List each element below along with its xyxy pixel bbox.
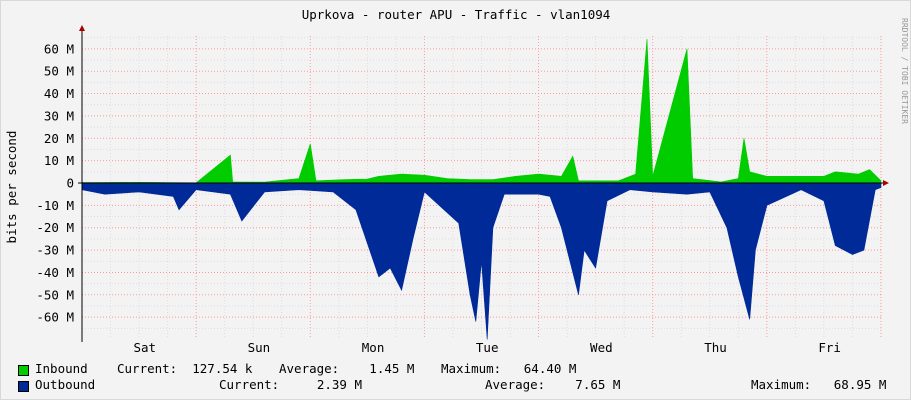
legend-outbound-average: Average: 7.65 M bbox=[485, 377, 621, 392]
chart-title: Uprkova - router APU - Traffic - vlan109… bbox=[302, 7, 611, 22]
legend-inbound-average: Average: 1.45 M bbox=[279, 361, 415, 376]
legend-outbound-label: Outbound bbox=[35, 377, 96, 392]
x-tick-label: Wed bbox=[590, 340, 613, 355]
series-area-outbound bbox=[81, 182, 882, 340]
x-tick-label: Mon bbox=[362, 340, 385, 355]
y-tick-label: -20 M bbox=[36, 220, 74, 235]
y-tick-label: 20 M bbox=[44, 131, 74, 146]
y-tick-label: -40 M bbox=[36, 265, 74, 280]
y-axis-label: bits per second bbox=[4, 131, 19, 244]
y-tick-label: -30 M bbox=[36, 243, 74, 258]
y-tick-label: 0 bbox=[66, 176, 74, 191]
outbound-swatch bbox=[18, 381, 29, 392]
x-axis-arrow bbox=[883, 180, 889, 186]
legend-outbound-maximum: Maximum: 68.95 M bbox=[751, 377, 887, 392]
x-tick-labels: Sat Sun Mon Tue Wed Thu Fri bbox=[133, 340, 840, 355]
y-tick-label: 50 M bbox=[44, 64, 74, 79]
x-tick-label: Thu bbox=[704, 340, 727, 355]
axes bbox=[78, 25, 889, 342]
x-tick-label: Fri bbox=[818, 340, 841, 355]
y-tick-label: 40 M bbox=[44, 86, 74, 101]
y-tick-labels: 60 M 50 M 40 M 30 M 20 M 10 M 0 -10 M -20 M -30 M… bbox=[36, 41, 74, 324]
x-tick-label: Tue bbox=[476, 340, 499, 355]
x-tick-label: Sun bbox=[248, 340, 271, 355]
y-axis-arrow bbox=[79, 25, 85, 31]
legend-inbound-current: Current: 127.54 k bbox=[117, 361, 253, 376]
legend-outbound-current: Current: 2.39 M bbox=[219, 377, 362, 392]
series-areas bbox=[81, 38, 882, 340]
legend-inbound-label: Inbound bbox=[35, 361, 88, 376]
legend-inbound-maximum: Maximum: 64.40 M bbox=[441, 361, 577, 376]
inbound-swatch bbox=[18, 365, 29, 376]
y-tick-label: 60 M bbox=[44, 41, 74, 56]
y-tick-label: 10 M bbox=[44, 153, 74, 168]
y-tick-label: -60 M bbox=[36, 310, 74, 325]
y-tick-label: -10 M bbox=[36, 198, 74, 213]
x-tick-label: Sat bbox=[133, 340, 156, 355]
rrdtool-watermark: RRDTOOL / TOBI OETIKER bbox=[900, 18, 909, 124]
series-area-inbound bbox=[81, 38, 882, 184]
y-tick-label: -50 M bbox=[36, 287, 74, 302]
y-tick-label: 30 M bbox=[44, 108, 74, 123]
